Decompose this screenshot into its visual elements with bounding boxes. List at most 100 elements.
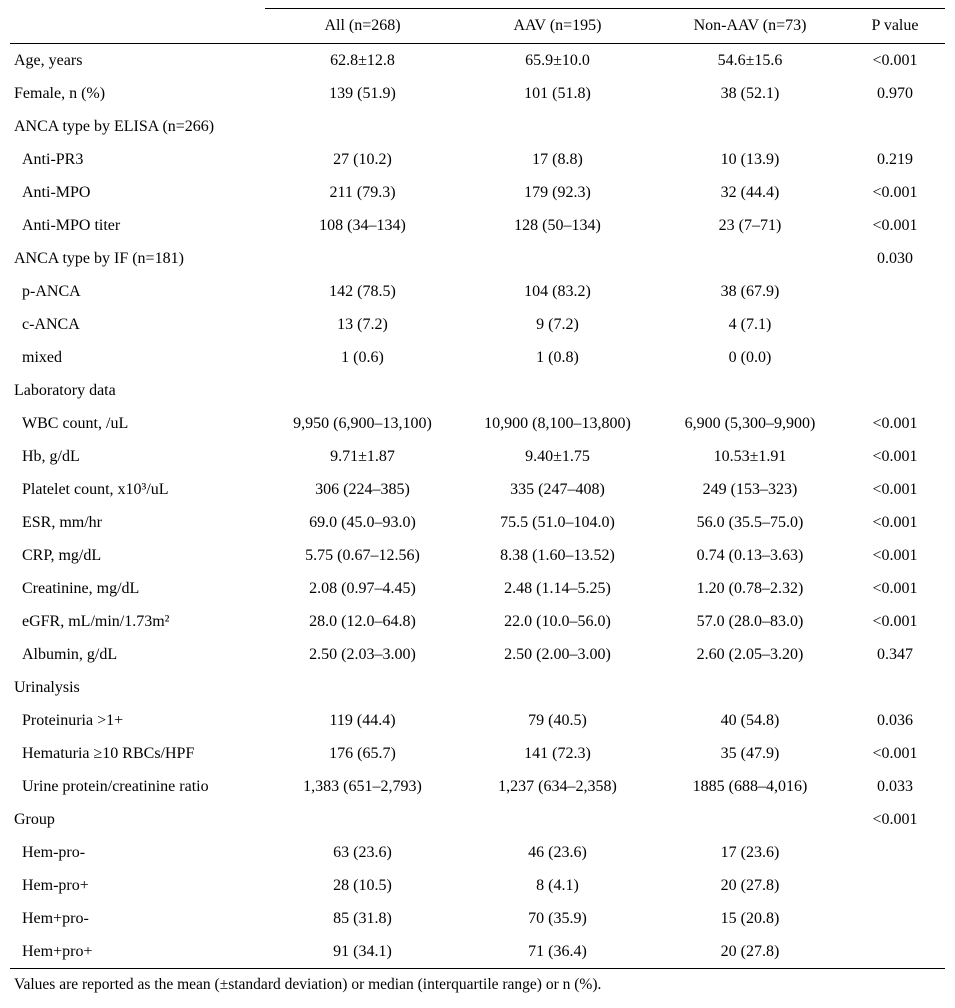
table-row: WBC count, /uL 9,950 (6,900–13,100) 10,900… bbox=[10, 407, 945, 440]
row-label: Albumin, g/dL bbox=[22, 645, 118, 663]
cell-value: 141 (72.3) bbox=[524, 744, 591, 762]
cell-value: 38 (52.1) bbox=[720, 84, 780, 102]
cell-pvalue bbox=[845, 110, 945, 143]
cell-value: 9.40±1.75 bbox=[525, 447, 590, 465]
cell-value: 13 (7.2) bbox=[337, 315, 388, 333]
cell-value: 85 (31.8) bbox=[333, 909, 392, 927]
cell-value: 0.74 (0.13–3.63) bbox=[696, 546, 804, 564]
table-row: Group <0.001 bbox=[10, 803, 945, 836]
table-row: Hem+pro- 85 (31.8) 70 (35.9) 15 (20.8) bbox=[10, 902, 945, 935]
table-row: Hb, g/dL 9.71±1.87 9.40±1.75 10.53±1.91 <0.0… bbox=[10, 440, 945, 473]
table-row: Anti-MPO 211 (79.3) 179 (92.3) 32 (44.4) <0.… bbox=[10, 176, 945, 209]
cell-pvalue: 0.347 bbox=[877, 645, 913, 663]
cell-pvalue: <0.001 bbox=[872, 612, 918, 630]
row-label: ANCA type by ELISA (n=266) bbox=[14, 117, 215, 135]
table-row: Age, years 62.8±12.8 65.9±10.0 54.6±15.6 <0.… bbox=[10, 44, 945, 78]
cell-value: 139 (51.9) bbox=[329, 84, 396, 102]
cell-value: 17 (8.8) bbox=[532, 150, 583, 168]
cell-value: 56.0 (35.5–75.0) bbox=[696, 513, 804, 531]
table-body: Age, years 62.8±12.8 65.9±10.0 54.6±15.6 <0.… bbox=[10, 44, 945, 969]
table-row: Anti-PR3 27 (10.2) 17 (8.8) 10 (13.9) 0.219 bbox=[10, 143, 945, 176]
cell-value bbox=[655, 110, 845, 143]
row-label: c-ANCA bbox=[22, 315, 80, 333]
cell-value bbox=[265, 803, 460, 836]
cell-value: 35 (47.9) bbox=[720, 744, 780, 762]
cell-value bbox=[655, 242, 845, 275]
cell-value: 62.8±12.8 bbox=[330, 51, 395, 69]
cell-value: 2.08 (0.97–4.45) bbox=[309, 579, 416, 597]
cell-value: 1.20 (0.78–2.32) bbox=[696, 579, 804, 597]
cell-value: 15 (20.8) bbox=[720, 909, 780, 927]
cell-pvalue bbox=[845, 341, 945, 374]
table-row: p-ANCA 142 (78.5) 104 (83.2) 38 (67.9) bbox=[10, 275, 945, 308]
cell-pvalue bbox=[845, 374, 945, 407]
cell-value: 104 (83.2) bbox=[524, 282, 591, 300]
cell-value: 10 (13.9) bbox=[720, 150, 780, 168]
cell-value: 75.5 (51.0–104.0) bbox=[500, 513, 615, 531]
row-label: eGFR, mL/min/1.73m² bbox=[22, 612, 170, 630]
cell-pvalue bbox=[845, 869, 945, 902]
cell-pvalue: <0.001 bbox=[872, 51, 918, 69]
table-row: ANCA type by IF (n=181) 0.030 bbox=[10, 242, 945, 275]
cell-value: 10.53±1.91 bbox=[713, 447, 787, 465]
row-label: Hb, g/dL bbox=[22, 447, 80, 465]
cell-value: 79 (40.5) bbox=[528, 711, 587, 729]
table-row: Anti-MPO titer 108 (34–134) 128 (50–134) 23… bbox=[10, 209, 945, 242]
cell-value: 176 (65.7) bbox=[329, 744, 396, 762]
table-footnote: Values are reported as the mean (±standa… bbox=[14, 976, 602, 993]
row-label: WBC count, /uL bbox=[22, 414, 129, 432]
cell-value: 335 (247–408) bbox=[510, 480, 605, 498]
cell-value bbox=[460, 374, 655, 407]
cell-value bbox=[265, 671, 460, 704]
cell-value: 5.75 (0.67–12.56) bbox=[305, 546, 420, 564]
cell-value: 38 (67.9) bbox=[720, 282, 780, 300]
header-nonaav: Non-AAV (n=73) bbox=[655, 8, 845, 44]
row-label: ANCA type by IF (n=181) bbox=[14, 249, 184, 267]
row-label: Proteinuria >1+ bbox=[22, 711, 124, 729]
cell-value: 142 (78.5) bbox=[329, 282, 396, 300]
row-label: p-ANCA bbox=[22, 282, 81, 300]
cell-value bbox=[460, 671, 655, 704]
cell-value: 70 (35.9) bbox=[528, 909, 587, 927]
cell-value: 1 (0.6) bbox=[341, 348, 384, 366]
row-label: Hem-pro+ bbox=[22, 876, 89, 894]
table-row: Laboratory data bbox=[10, 374, 945, 407]
row-label: Age, years bbox=[14, 51, 83, 69]
cell-value: 57.0 (28.0–83.0) bbox=[696, 612, 804, 630]
table-row: Hem+pro+ 91 (34.1) 71 (36.4) 20 (27.8) bbox=[10, 935, 945, 969]
cell-value bbox=[655, 374, 845, 407]
table-row: Creatinine, mg/dL 2.08 (0.97–4.45) 2.48 (1… bbox=[10, 572, 945, 605]
cell-value: 91 (34.1) bbox=[333, 942, 392, 960]
cell-value bbox=[655, 671, 845, 704]
cell-value: 1,237 (634–2,358) bbox=[498, 777, 617, 795]
cell-value: 108 (34–134) bbox=[319, 216, 406, 234]
cell-pvalue: <0.001 bbox=[872, 579, 918, 597]
cell-pvalue bbox=[845, 935, 945, 969]
cell-value: 306 (224–385) bbox=[315, 480, 410, 498]
row-label: Hematuria ≥10 RBCs/HPF bbox=[22, 744, 195, 762]
cell-value: 23 (7–71) bbox=[718, 216, 782, 234]
table-row: Urine protein/creatinine ratio 1,383 (651… bbox=[10, 770, 945, 803]
cell-value: 65.9±10.0 bbox=[525, 51, 590, 69]
cell-value: 46 (23.6) bbox=[528, 843, 587, 861]
cell-value: 4 (7.1) bbox=[728, 315, 772, 333]
table-row: c-ANCA 13 (7.2) 9 (7.2) 4 (7.1) bbox=[10, 308, 945, 341]
header-aav: AAV (n=195) bbox=[460, 8, 655, 44]
cell-value: 2.48 (1.14–5.25) bbox=[504, 579, 611, 597]
cell-value: 1885 (688–4,016) bbox=[692, 777, 808, 795]
cell-value: 2.50 (2.00–3.00) bbox=[504, 645, 611, 663]
cell-value: 10,900 (8,100–13,800) bbox=[484, 414, 631, 432]
table-row: CRP, mg/dL 5.75 (0.67–12.56) 8.38 (1.60–13… bbox=[10, 539, 945, 572]
cell-pvalue bbox=[845, 275, 945, 308]
header-pvalue: P value bbox=[845, 8, 945, 44]
row-label: ESR, mm/hr bbox=[22, 513, 103, 531]
row-label: Platelet count, x10³/uL bbox=[22, 480, 169, 498]
cell-value: 28.0 (12.0–64.8) bbox=[309, 612, 416, 630]
cell-value: 8.38 (1.60–13.52) bbox=[500, 546, 615, 564]
table-row: Proteinuria >1+ 119 (44.4) 79 (40.5) 40 (54… bbox=[10, 704, 945, 737]
cell-value: 63 (23.6) bbox=[333, 843, 392, 861]
cell-pvalue: 0.219 bbox=[877, 150, 913, 168]
cell-value: 8 (4.1) bbox=[536, 876, 579, 894]
cell-pvalue: <0.001 bbox=[872, 810, 918, 828]
row-label: Female, n (%) bbox=[14, 84, 106, 102]
